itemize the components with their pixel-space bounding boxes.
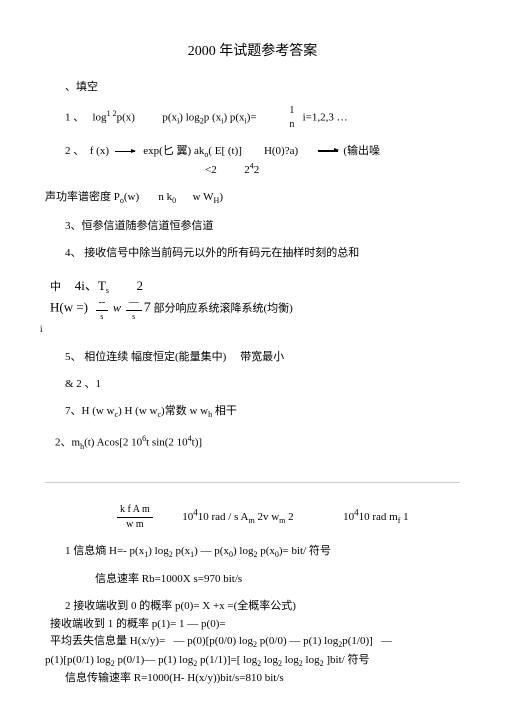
question-4: 4、 接收信号中除当前码元以外的所有码元在抽样时刻的总和 [65, 246, 460, 261]
mh-formula: 2、mh(t) Acos[2 106t sin(2 104t)] [55, 433, 460, 452]
divider [45, 482, 460, 483]
p2-line: 2 接收端收到 0 的概率 p(0)= X +x =(全概率公式) [65, 599, 460, 614]
last-line: 信息传输速率 R=1000(H- H(x/y))bit/s=810 bit/s [65, 671, 460, 686]
question-1: 1 、 log1 2p(x) p(xi) log2p (xi) p(xi)= 1… [65, 104, 460, 132]
entropy-line: 1 信息熵 H=- p(x1) log2 p(x1) — p(x0) log2 … [65, 544, 460, 560]
hw-formula: 中 4i、Ts 2 H(w =) --s w —s7 部分响应系统滚降系统(均衡… [50, 277, 460, 338]
amp-line: & 2 、1 [65, 377, 460, 392]
rb-line: 信息速率 Rb=1000X s=970 bit/s [95, 572, 460, 587]
question-2b: 声功率谱密度 Po(w) n k0 w WH) [45, 190, 460, 206]
arrow-icon [115, 151, 135, 152]
hxy-line: 平均丢失信息量 H(x/y)= — p(0)[p(0/0) log2 p(0/0… [50, 634, 460, 650]
section-heading: 、填空 [65, 78, 460, 94]
p1-line: p(1)[p(0/1) log2 p(0/1)— p(1) log2 p(1/1… [45, 653, 460, 669]
fraction: k f A m w m [117, 503, 153, 532]
arrow-icon [318, 150, 338, 152]
p2b-line: 接收端收到 1 的概率 p(1)= 1 — p(0)= [50, 617, 460, 632]
question-7: 7、H (w wc) H (w wc)常数 w wh 相干 [65, 404, 460, 420]
question-3: 3、恒参信道随参信道恒参信道 [65, 219, 460, 234]
fraction-line: k f A m w m 10410 rad / s Am 2v wm 2 104… [115, 503, 460, 532]
question-5: 5、 相位连续 幅度恒定(能量集中) 带宽最小 [65, 350, 460, 365]
question-2: 2 、 f (x) exp(匕 翼) ako( E[ (t)] H(0)?a) … [65, 144, 460, 178]
page-title: 2000 年试题参考答案 [45, 40, 460, 60]
